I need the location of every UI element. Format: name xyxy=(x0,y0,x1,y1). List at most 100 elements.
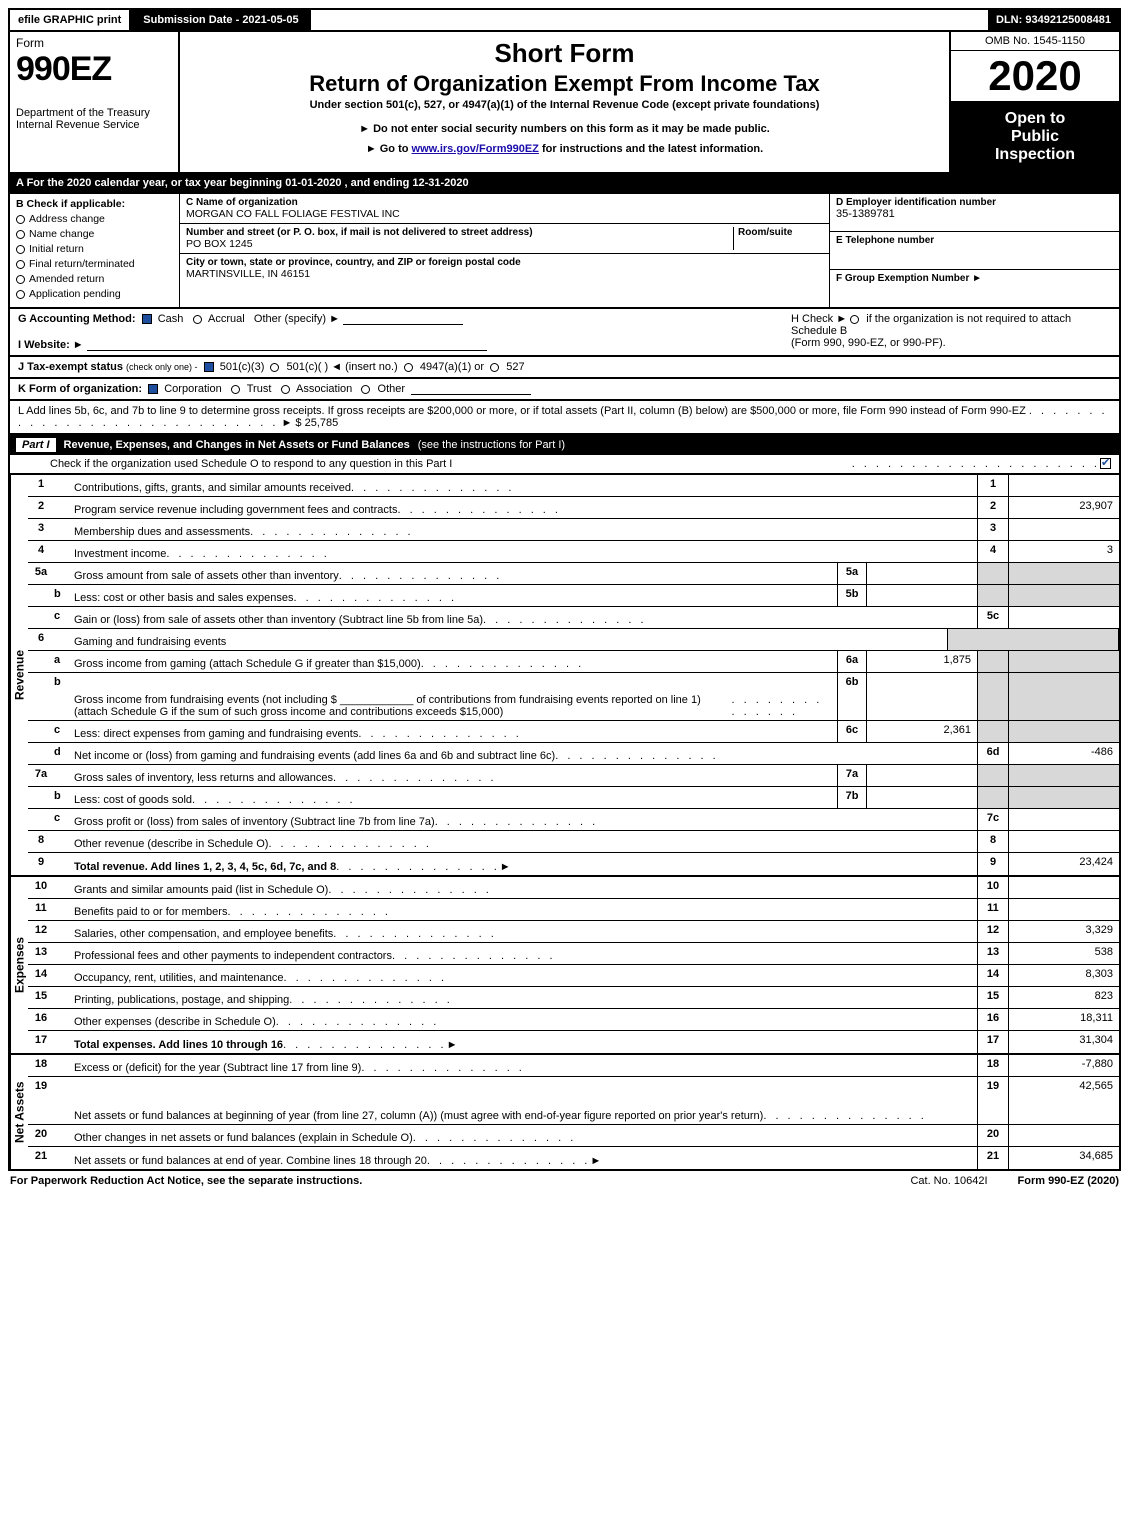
dot-leader: . . . . . . . . . . . . . . xyxy=(392,950,556,962)
line-desc: Gaming and fundraising events xyxy=(74,636,226,648)
dot-leader: . . . . . . . . . . . . . . xyxy=(358,728,522,740)
line-desc: Other changes in net assets or fund bala… xyxy=(74,1132,413,1144)
line-desc: Contributions, gifts, grants, and simila… xyxy=(74,482,351,494)
dot-leader: . . . . . . . . . . . . . . xyxy=(483,614,647,626)
ssn-warning: ► Do not enter social security numbers o… xyxy=(190,123,939,135)
dot-leader: . . . . . . . . . . . . . . xyxy=(268,838,432,850)
lines-col: 1Contributions, gifts, grants, and simil… xyxy=(28,475,1119,875)
efile-print-label[interactable]: efile GRAPHIC print xyxy=(10,10,131,30)
circle-icon[interactable] xyxy=(404,363,413,372)
checkbox-corp-icon[interactable] xyxy=(148,384,158,394)
opt-label: Application pending xyxy=(29,288,121,300)
circle-icon[interactable] xyxy=(281,385,290,394)
end-shade xyxy=(947,629,1119,650)
circle-icon[interactable] xyxy=(490,363,499,372)
opt-address-change[interactable]: Address change xyxy=(16,213,173,225)
line-k: K Form of organization: Corporation Trus… xyxy=(8,379,1121,401)
end-val xyxy=(1009,563,1119,584)
open-l1: Open to xyxy=(955,110,1115,128)
j-o3: 4947(a)(1) or xyxy=(420,361,484,373)
schedule-o-text: Check if the organization used Schedule … xyxy=(50,458,852,470)
sub-num: 5a xyxy=(837,563,867,584)
end-val xyxy=(1009,1125,1119,1146)
line-desc: Grants and similar amounts paid (list in… xyxy=(74,884,328,896)
dot-leader: . . . . . . . . . . . . . . xyxy=(333,772,497,784)
end-num: 15 xyxy=(977,987,1009,1008)
sub-val xyxy=(867,563,977,584)
line-desc: Benefits paid to or for members xyxy=(74,906,227,918)
line-21: 21Net assets or fund balances at end of … xyxy=(28,1147,1119,1169)
b-letter: B xyxy=(16,198,24,210)
line-l: L Add lines 5b, 6c, and 7b to line 9 to … xyxy=(8,401,1121,435)
dot-leader: . . . . . . . . . . . . . . xyxy=(192,794,356,806)
circle-icon[interactable] xyxy=(231,385,240,394)
end-num xyxy=(977,651,1009,672)
end-num: 10 xyxy=(977,877,1009,898)
irs-link[interactable]: www.irs.gov/Form990EZ xyxy=(412,143,539,155)
tax-year: 2020 xyxy=(951,51,1119,102)
line-num-inner xyxy=(54,1077,72,1124)
g-other-input[interactable] xyxy=(343,313,463,325)
line-9: 9Total revenue. Add lines 1, 2, 3, 4, 5c… xyxy=(28,853,1119,875)
f-cell: F Group Exemption Number ► xyxy=(830,270,1119,307)
line-7a: 7aGross sales of inventory, less returns… xyxy=(28,765,1119,787)
line-num-inner: d xyxy=(54,743,72,764)
opt-application-pending[interactable]: Application pending xyxy=(16,288,173,300)
end-val xyxy=(1009,877,1119,898)
c-name-row: C Name of organization MORGAN CO FALL FO… xyxy=(180,194,829,224)
end-num: 20 xyxy=(977,1125,1009,1146)
ein-value: 35-1389781 xyxy=(836,208,1113,220)
line-g: G Accounting Method: Cash Accrual Other … xyxy=(18,313,791,351)
line-num-inner: b xyxy=(54,787,72,808)
form-footer: For Paperwork Reduction Act Notice, see … xyxy=(8,1171,1121,1191)
line-num-inner xyxy=(54,965,72,986)
dln-label: DLN: 93492125008481 xyxy=(988,10,1119,30)
line-num-outer: 4 xyxy=(28,541,54,562)
circle-icon[interactable] xyxy=(850,315,859,324)
line-num-inner: b xyxy=(54,673,72,720)
end-num xyxy=(977,563,1009,584)
dot-leader: . . . . . . . . . . . . . . xyxy=(427,1155,591,1167)
opt-amended-return[interactable]: Amended return xyxy=(16,273,173,285)
line-text: Investment income . . . . . . . . . . . … xyxy=(72,541,977,562)
dot-leader: . . . . . . . . . . . . . . xyxy=(361,1062,525,1074)
instr-post: for instructions and the latest informat… xyxy=(539,143,763,155)
circle-icon[interactable] xyxy=(361,385,370,394)
k-other-input[interactable] xyxy=(411,383,531,395)
line-num-outer: 13 xyxy=(28,943,54,964)
line-8: 8Other revenue (describe in Schedule O) … xyxy=(28,831,1119,853)
k-o2: Trust xyxy=(247,383,272,395)
line-6c: cLess: direct expenses from gaming and f… xyxy=(28,721,1119,743)
line-text: Contributions, gifts, grants, and simila… xyxy=(72,475,977,496)
end-num: 2 xyxy=(977,497,1009,518)
opt-name-change[interactable]: Name change xyxy=(16,228,173,240)
line-7c: cGross profit or (loss) from sales of in… xyxy=(28,809,1119,831)
line-num-outer xyxy=(28,651,54,672)
line-text: Grants and similar amounts paid (list in… xyxy=(72,877,977,898)
opt-final-return[interactable]: Final return/terminated xyxy=(16,258,173,270)
subtitle-section: Under section 501(c), 527, or 4947(a)(1)… xyxy=(190,99,939,111)
checkbox-501c3-icon[interactable] xyxy=(204,362,214,372)
checkbox-cash-icon[interactable] xyxy=(142,314,152,324)
line-text: Total revenue. Add lines 1, 2, 3, 4, 5c,… xyxy=(72,853,977,875)
omb-number: OMB No. 1545-1150 xyxy=(951,32,1119,51)
opt-initial-return[interactable]: Initial return xyxy=(16,243,173,255)
line-15: 15Printing, publications, postage, and s… xyxy=(28,987,1119,1009)
line-text: Net assets or fund balances at end of ye… xyxy=(72,1147,977,1169)
end-val: 3 xyxy=(1009,541,1119,562)
line-13: 13Professional fees and other payments t… xyxy=(28,943,1119,965)
circle-icon[interactable] xyxy=(193,315,202,324)
open-l2: Public xyxy=(955,128,1115,146)
end-val xyxy=(1009,899,1119,920)
line-text: Less: cost of goods sold . . . . . . . .… xyxy=(72,787,837,808)
line-17: 17Total expenses. Add lines 10 through 1… xyxy=(28,1031,1119,1053)
dot-leader: . . . . . . . . . . . . . . xyxy=(413,1132,577,1144)
line-text: Salaries, other compensation, and employ… xyxy=(72,921,977,942)
dot-leader: . . . . . . . . . . . . . . xyxy=(351,482,515,494)
website-input[interactable] xyxy=(87,339,487,351)
circle-icon[interactable] xyxy=(270,363,279,372)
end-val: 823 xyxy=(1009,987,1119,1008)
k-o4: Other xyxy=(378,383,406,395)
end-num: 21 xyxy=(977,1147,1009,1169)
schedule-o-checkbox-icon[interactable] xyxy=(1100,458,1111,469)
